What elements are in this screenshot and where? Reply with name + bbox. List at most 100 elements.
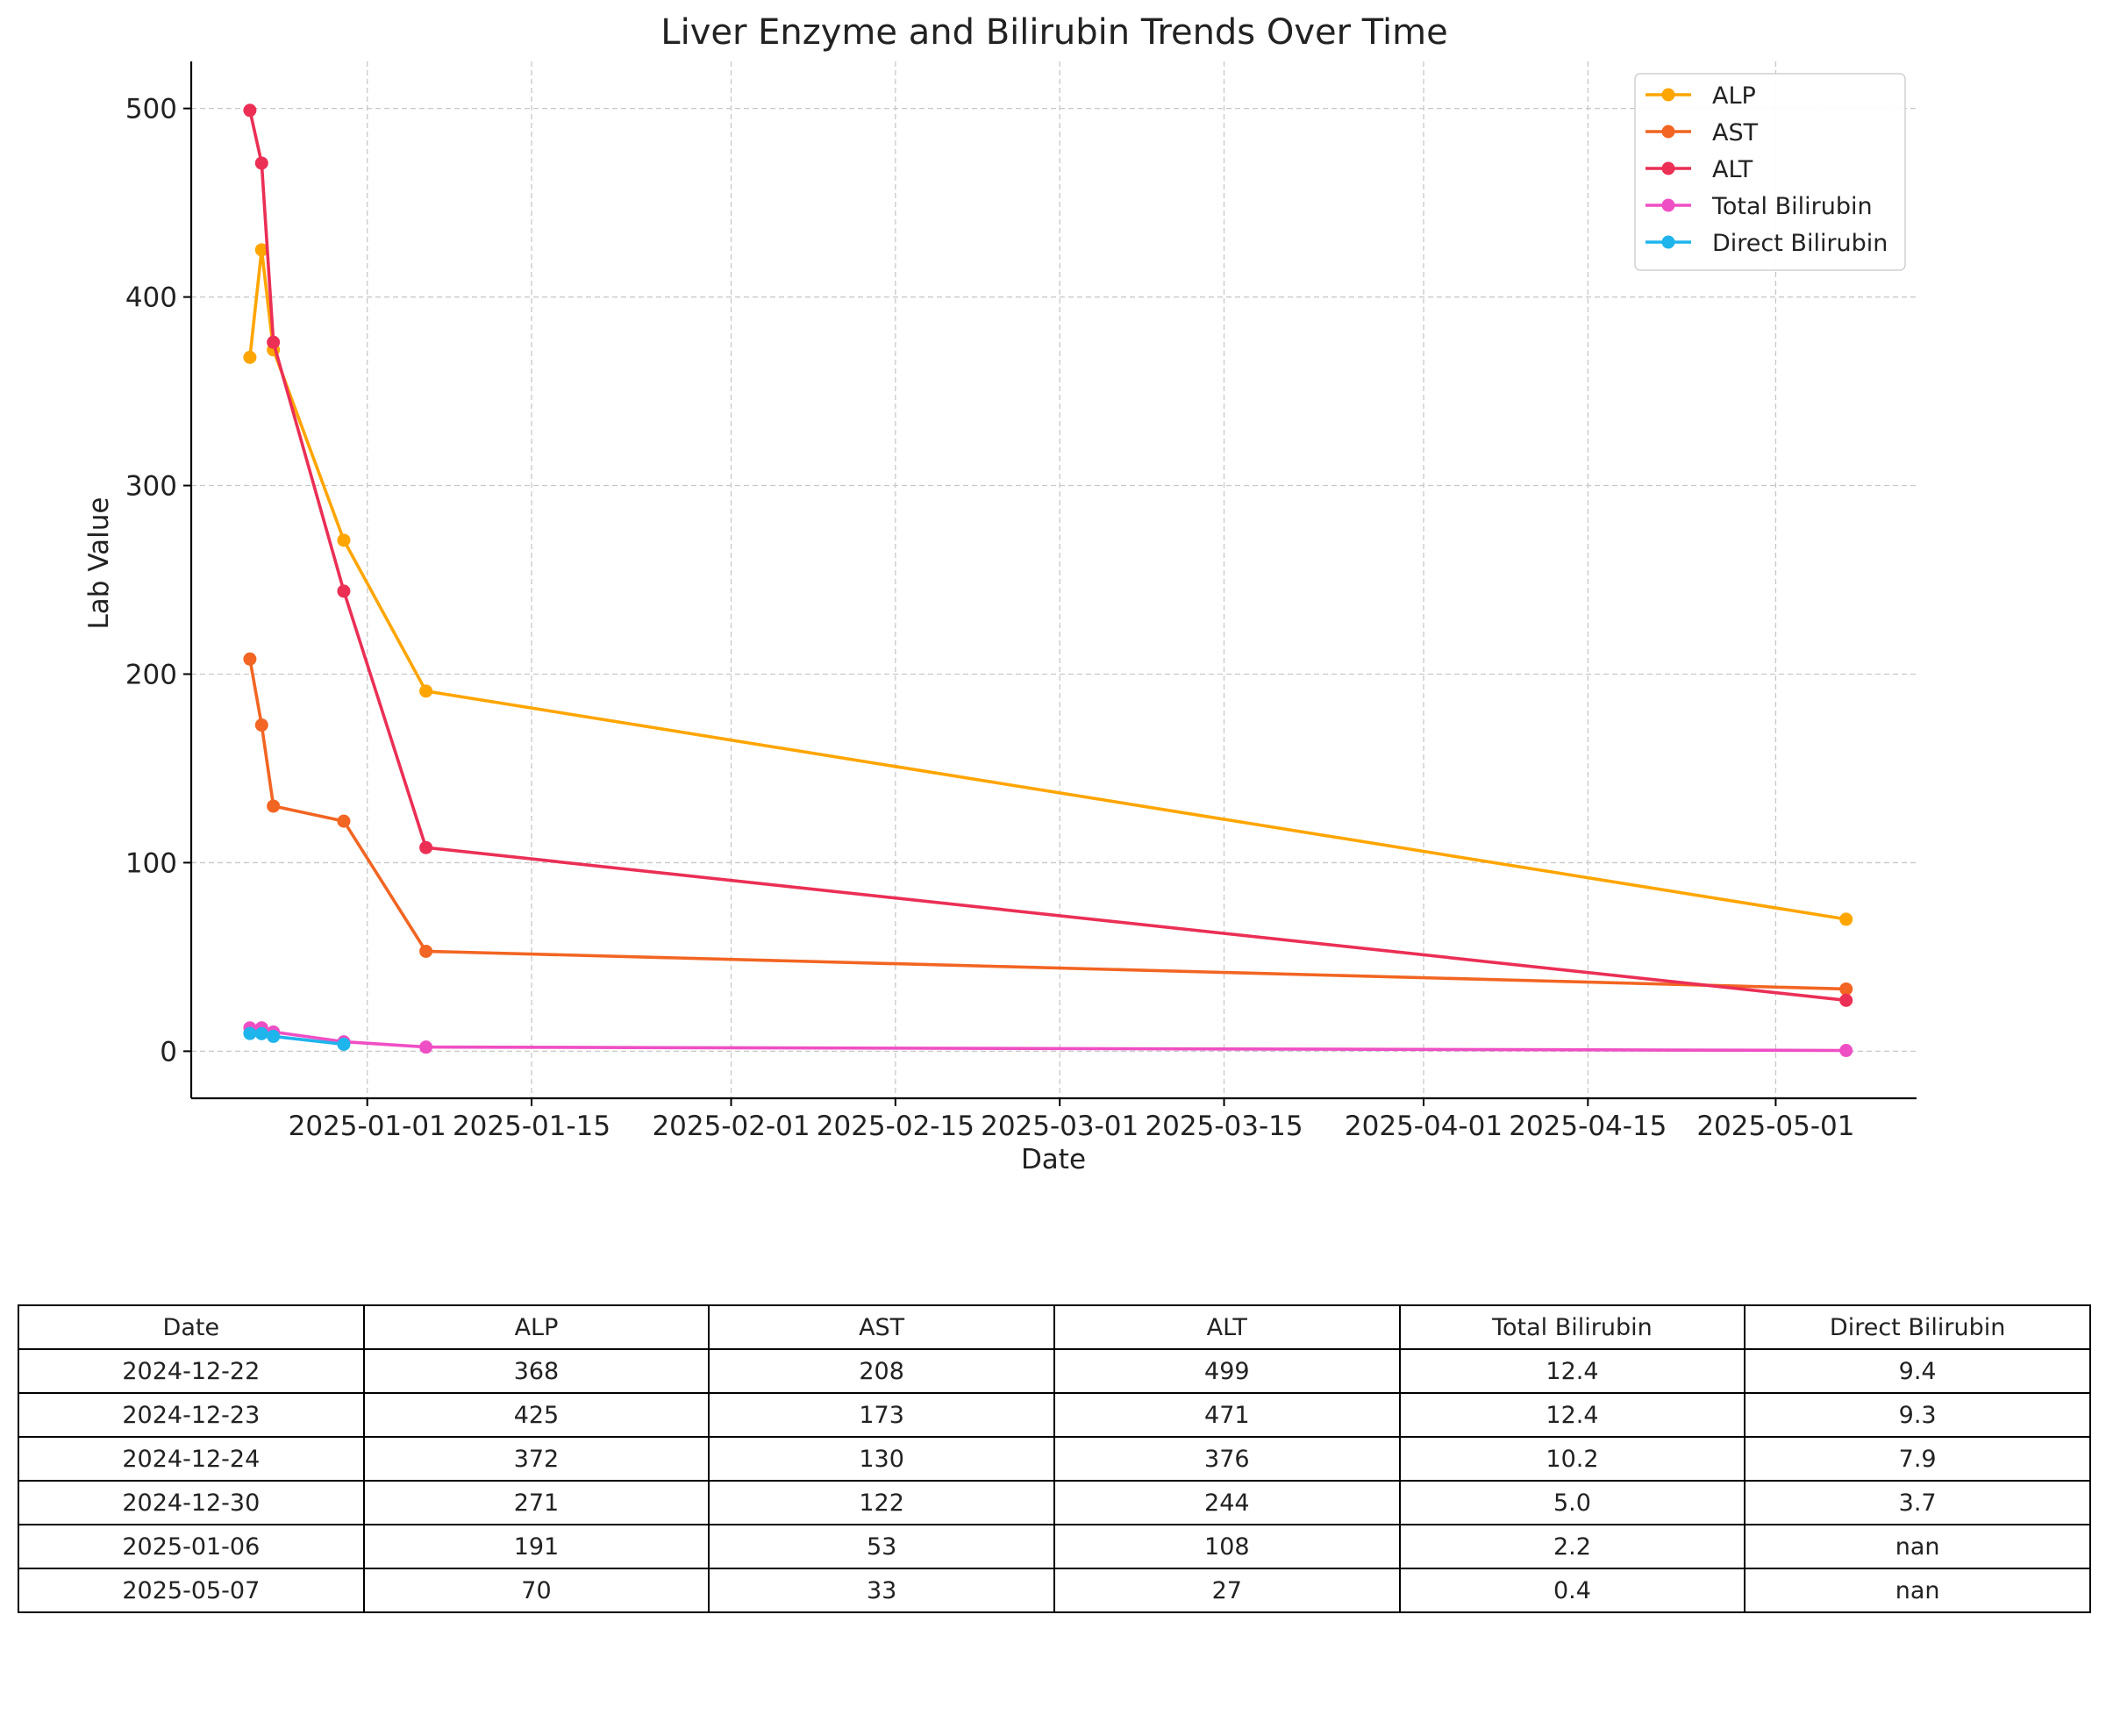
data-table-container: Date ALP AST ALT Total Bilirubin Direct … (18, 1304, 2091, 1613)
table-cell: 70 (362, 1568, 710, 1613)
table-cell: 108 (1053, 1524, 1401, 1569)
data-point (1839, 1044, 1853, 1058)
x-axis-label: Date (1021, 1144, 1086, 1175)
data-point (243, 350, 257, 364)
data-point (419, 1040, 433, 1054)
legend-swatch-marker (1661, 88, 1675, 102)
legend-label: ALP (1712, 82, 1756, 110)
table-cell: 9.3 (1744, 1392, 2091, 1438)
table-cell: 3.7 (1744, 1480, 2091, 1525)
table-cell: 2024-12-23 (18, 1392, 365, 1438)
table-cell: 53 (708, 1524, 1055, 1569)
column-header: ALP (362, 1304, 710, 1350)
table-cell: 12.4 (1398, 1348, 1746, 1394)
table-cell: nan (1744, 1524, 2091, 1569)
series-line-0 (248, 247, 1846, 921)
table-cell: 425 (362, 1392, 710, 1438)
table-cell: nan (1744, 1568, 2091, 1613)
data-point (337, 584, 351, 598)
legend-swatch-marker (1661, 235, 1675, 249)
legend-label: Total Bilirubin (1711, 193, 1873, 220)
data-point (243, 652, 257, 666)
x-tick-label: 2025-03-01 (981, 1111, 1139, 1142)
data-point (419, 684, 433, 698)
series-line-1 (248, 658, 1846, 991)
x-tick-label: 2025-02-01 (652, 1111, 810, 1142)
grid-lines (191, 61, 1917, 1098)
table-cell: 244 (1053, 1480, 1401, 1525)
table-cell: 2025-05-07 (18, 1568, 365, 1613)
table-row: 2024-12-30 271 122 244 5.0 3.7 (18, 1480, 2091, 1525)
y-tick-label: 100 (125, 847, 177, 879)
table-cell: 2024-12-30 (18, 1480, 365, 1525)
x-tick-label: 2025-01-15 (453, 1111, 610, 1142)
table-cell: 27 (1053, 1568, 1401, 1613)
table-cell: 33 (708, 1568, 1055, 1613)
x-tick-label: 2025-01-01 (289, 1111, 446, 1142)
y-tick-label: 0 (160, 1036, 177, 1068)
x-tick-label: 2025-02-15 (817, 1111, 974, 1142)
column-header: Total Bilirubin (1398, 1304, 1746, 1350)
legend-swatch-marker (1661, 125, 1675, 139)
chart-title: Liver Enzyme and Bilirubin Trends Over T… (660, 12, 1447, 53)
legend-box (1634, 73, 1906, 271)
data-table: Date ALP AST ALT Total Bilirubin Direct … (18, 1304, 2091, 1613)
data-point (254, 156, 268, 170)
data-point (243, 1026, 257, 1040)
y-tick-label: 500 (125, 94, 177, 125)
table-cell: 2.2 (1398, 1524, 1746, 1569)
legend-swatch-marker (1661, 161, 1675, 175)
table-cell: 376 (1053, 1436, 1401, 1482)
table-cell: 9.4 (1744, 1348, 2091, 1394)
data-point (337, 533, 351, 547)
axes: 2025-01-01 2025-01-15 2025-02-01 2025-02-15… (125, 61, 1917, 1142)
y-axis-label: Lab Value (83, 497, 115, 630)
table-cell: 122 (708, 1480, 1055, 1525)
legend: ALP AST ALT Total Bilirubin Direct Bilirubin (1634, 73, 1906, 271)
table-cell: 2024-12-22 (18, 1348, 365, 1394)
series-layer (243, 104, 1853, 1058)
data-point (267, 799, 281, 813)
table-cell: 12.4 (1398, 1392, 1746, 1438)
table-cell: 173 (708, 1392, 1055, 1438)
table-cell: 0.4 (1398, 1568, 1746, 1613)
table-cell: 130 (708, 1436, 1055, 1482)
data-point (267, 1029, 281, 1043)
table-cell: 7.9 (1744, 1436, 2091, 1482)
y-tick-label: 300 (125, 471, 177, 503)
series-line-2 (248, 110, 1846, 1003)
table-cell: 471 (1053, 1392, 1401, 1438)
data-point (337, 814, 351, 828)
table-row: 2025-01-06 191 53 108 2.2 nan (18, 1524, 2091, 1569)
data-point (267, 335, 281, 349)
legend-label: AST (1712, 119, 1759, 146)
data-point (254, 243, 268, 257)
y-tick-label: 200 (125, 659, 177, 690)
data-point (254, 718, 268, 732)
y-tick-label: 400 (125, 282, 177, 314)
data-point (1839, 912, 1853, 926)
legend-label: Direct Bilirubin (1712, 230, 1888, 257)
legend-swatch-marker (1661, 198, 1675, 212)
table-cell: 2025-01-06 (18, 1524, 365, 1569)
data-point (1839, 982, 1853, 996)
table-cell: 368 (362, 1348, 710, 1394)
table-row: 2025-05-07 70 33 27 0.4 nan (18, 1568, 2091, 1613)
table-cell: 372 (362, 1436, 710, 1482)
table-row: 2024-12-23 425 173 471 12.4 9.3 (18, 1392, 2091, 1438)
data-point (254, 1026, 268, 1040)
table-row: 2024-12-22 368 208 499 12.4 9.4 (18, 1348, 2091, 1394)
data-point (419, 944, 433, 958)
series-line-3 (249, 1025, 1846, 1053)
table-row: 2024-12-24 372 130 376 10.2 7.9 (18, 1436, 2091, 1482)
column-header: Date (18, 1304, 365, 1350)
data-point (1839, 993, 1853, 1007)
x-tick-label: 2025-03-15 (1145, 1111, 1303, 1142)
data-point (419, 840, 433, 854)
table-cell: 5.0 (1398, 1480, 1746, 1525)
table-header-row: Date ALP AST ALT Total Bilirubin Direct … (18, 1304, 2091, 1350)
x-tick-label: 2025-04-01 (1345, 1111, 1503, 1142)
table-cell: 10.2 (1398, 1436, 1746, 1482)
table-cell: 191 (362, 1524, 710, 1569)
table-cell: 2024-12-24 (18, 1436, 365, 1482)
